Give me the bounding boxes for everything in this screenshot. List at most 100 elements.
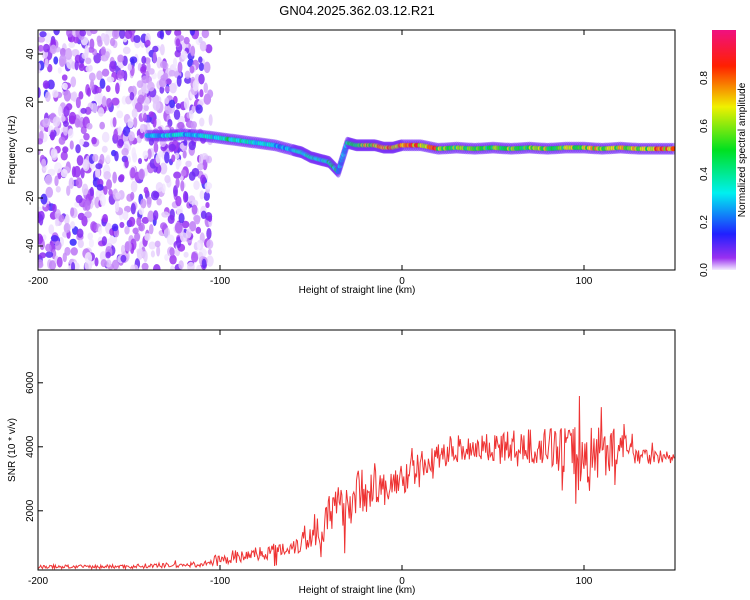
x-tick-label: -200 xyxy=(28,276,48,287)
noise-blob xyxy=(53,30,60,36)
noise-blob xyxy=(140,198,147,209)
noise-blob xyxy=(98,226,103,235)
noise-blob xyxy=(68,41,76,49)
noise-blob xyxy=(130,264,136,270)
noise-blob xyxy=(182,190,188,203)
noise-blob xyxy=(116,110,124,119)
noise-blob xyxy=(62,146,69,153)
noise-blob xyxy=(199,89,204,98)
noise-blob xyxy=(75,177,83,189)
noise-blob xyxy=(65,103,73,111)
noise-blob xyxy=(38,233,43,245)
noise-blob xyxy=(124,225,130,235)
noise-blob xyxy=(70,207,75,217)
noise-blob xyxy=(48,260,57,270)
noise-blob xyxy=(206,255,214,267)
noise-blob xyxy=(91,102,98,114)
noise-blob xyxy=(173,109,181,120)
noise-blob xyxy=(77,239,84,248)
noise-blob xyxy=(56,256,63,268)
noise-blob xyxy=(95,167,101,179)
noise-blob xyxy=(152,210,159,221)
noise-blob xyxy=(145,39,151,47)
noise-blob xyxy=(58,136,66,145)
noise-blob xyxy=(152,100,161,111)
noise-blob xyxy=(136,80,144,89)
noise-blob xyxy=(164,86,171,93)
noise-blob xyxy=(178,260,184,270)
noise-blob xyxy=(141,262,149,270)
noise-blob xyxy=(58,214,65,223)
noise-blob xyxy=(47,79,55,90)
colorbar-label: Normalized spectral amplitude xyxy=(737,82,748,217)
noise-blob xyxy=(40,193,48,205)
noise-blob xyxy=(80,167,85,179)
y-tick-label: 0 xyxy=(25,147,36,153)
y-tick-label: 2000 xyxy=(25,499,36,522)
noise-blob xyxy=(167,119,173,128)
colorbar-tick-label: 0.0 xyxy=(699,263,710,277)
noise-blob xyxy=(204,182,213,190)
noise-blob xyxy=(121,147,129,157)
noise-blob xyxy=(164,253,169,261)
noise-blob xyxy=(174,152,180,160)
noise-blob xyxy=(193,180,200,190)
colorbar xyxy=(712,30,736,270)
noise-blob xyxy=(130,167,136,179)
noise-blob xyxy=(115,82,120,95)
noise-blob xyxy=(180,50,188,61)
noise-blob xyxy=(198,56,203,64)
noise-blob xyxy=(148,111,155,118)
noise-blob xyxy=(178,212,185,224)
noise-blob xyxy=(198,73,205,85)
noise-blob xyxy=(136,216,142,227)
noise-blob xyxy=(92,153,99,162)
noise-blob xyxy=(118,30,126,40)
noise-blob xyxy=(168,143,177,151)
noise-blob xyxy=(52,116,61,127)
noise-blob xyxy=(100,54,109,62)
noise-blob xyxy=(130,180,138,193)
noise-blob xyxy=(147,81,155,92)
noise-blob xyxy=(205,155,213,164)
noise-blob xyxy=(174,222,183,234)
noise-blob xyxy=(55,186,61,193)
noise-blob xyxy=(85,57,92,65)
noise-blob xyxy=(87,232,94,241)
noise-blob xyxy=(130,191,135,201)
noise-blob xyxy=(200,174,206,185)
noise-blob xyxy=(84,106,92,115)
noise-blob xyxy=(91,136,97,145)
noise-blob xyxy=(90,79,95,91)
x-tick-label: -100 xyxy=(210,576,230,587)
noise-blob xyxy=(207,215,213,223)
noise-blob xyxy=(42,43,50,53)
noise-blob xyxy=(155,181,164,193)
noise-blob xyxy=(177,121,185,130)
noise-blob xyxy=(159,86,165,94)
noise-blob xyxy=(117,126,122,136)
noise-blob xyxy=(68,177,75,189)
noise-blob xyxy=(117,138,124,147)
noise-blob xyxy=(184,70,191,79)
noise-blob xyxy=(200,210,207,220)
noise-blob xyxy=(129,56,138,64)
noise-blob xyxy=(109,61,117,73)
noise-blob xyxy=(66,185,71,196)
noise-blob xyxy=(58,105,63,117)
noise-blob xyxy=(82,159,90,172)
noise-blob xyxy=(127,118,134,129)
noise-blob xyxy=(75,194,83,204)
bottom-ylabel: SNR (10 * v/v) xyxy=(7,418,18,482)
noise-blob xyxy=(122,126,131,137)
noise-blob xyxy=(193,214,201,223)
noise-blob xyxy=(79,138,85,146)
noise-blob xyxy=(63,89,71,102)
noise-blob xyxy=(99,121,105,130)
noise-blob xyxy=(152,45,159,53)
noise-blob xyxy=(101,236,108,246)
y-tick-label: 40 xyxy=(25,48,36,60)
noise-blob xyxy=(181,144,188,152)
